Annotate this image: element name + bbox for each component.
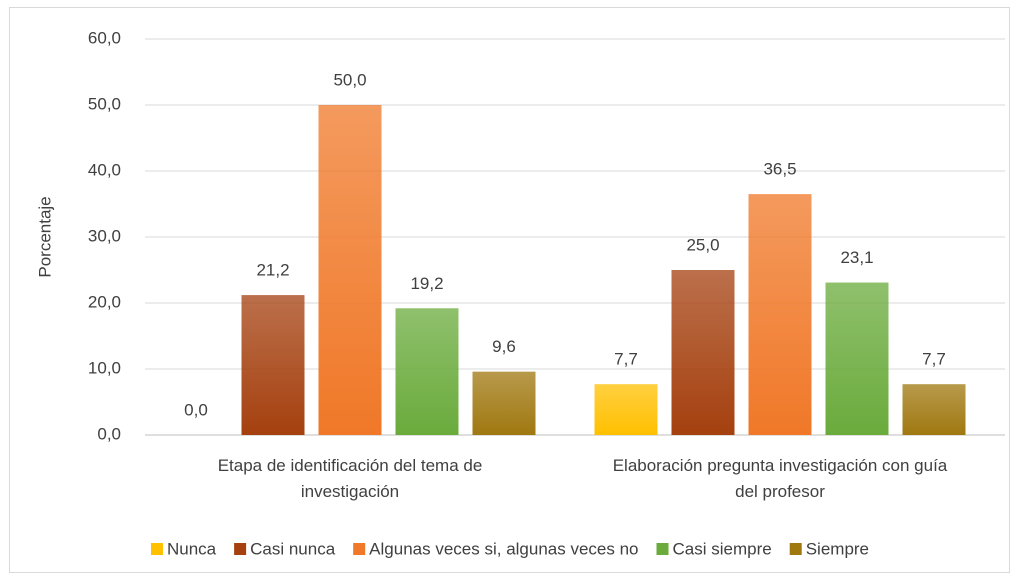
x-tick-label: Etapa de identificación del tema de inves… (218, 456, 483, 501)
value-label: 7,7 (614, 350, 638, 369)
legend-label: Casi nunca (250, 539, 336, 558)
bar (594, 384, 658, 435)
bar (825, 282, 889, 435)
y-tick-label: 50,0 (88, 94, 121, 113)
value-label: 0,0 (184, 400, 208, 419)
y-tick-label: 10,0 (88, 358, 121, 377)
y-tick-label: 40,0 (88, 160, 121, 179)
y-tick-label: 30,0 (88, 226, 121, 245)
y-tick-label: 20,0 (88, 292, 121, 311)
legend: Nunca Casi nunca Algunas veces si, algunas… (150, 539, 869, 558)
bar (318, 105, 382, 435)
legend-swatch (234, 543, 247, 555)
value-label: 25,0 (686, 235, 719, 254)
bar (671, 270, 735, 435)
value-label: 21,2 (256, 261, 289, 280)
bar (472, 371, 536, 435)
legend-label: Algunas veces si, algunas veces no (369, 539, 638, 558)
bar (902, 384, 966, 435)
y-axis-label: Porcentaje (35, 196, 54, 277)
legend-swatch (150, 543, 163, 555)
legend-swatch (656, 543, 669, 555)
bar (241, 295, 305, 435)
value-label: 19,2 (410, 274, 443, 293)
bar (395, 308, 459, 435)
legend-label: Siempre (806, 539, 869, 558)
value-label: 23,1 (840, 248, 873, 267)
legend-swatch (789, 543, 802, 555)
value-label: 9,6 (492, 337, 516, 356)
legend-label: Casi siempre (673, 539, 772, 558)
legend-swatch (353, 543, 366, 555)
value-label: 36,5 (763, 160, 796, 179)
value-label: 7,7 (922, 350, 946, 369)
value-label: 50,0 (333, 70, 366, 89)
y-tick-label: 60,0 (88, 28, 121, 47)
legend-label: Nunca (167, 539, 217, 558)
y-tick-label: 0,0 (97, 424, 121, 443)
x-tick-label: Elaboración pregunta investigación con g… (613, 456, 948, 501)
bar (748, 194, 812, 435)
